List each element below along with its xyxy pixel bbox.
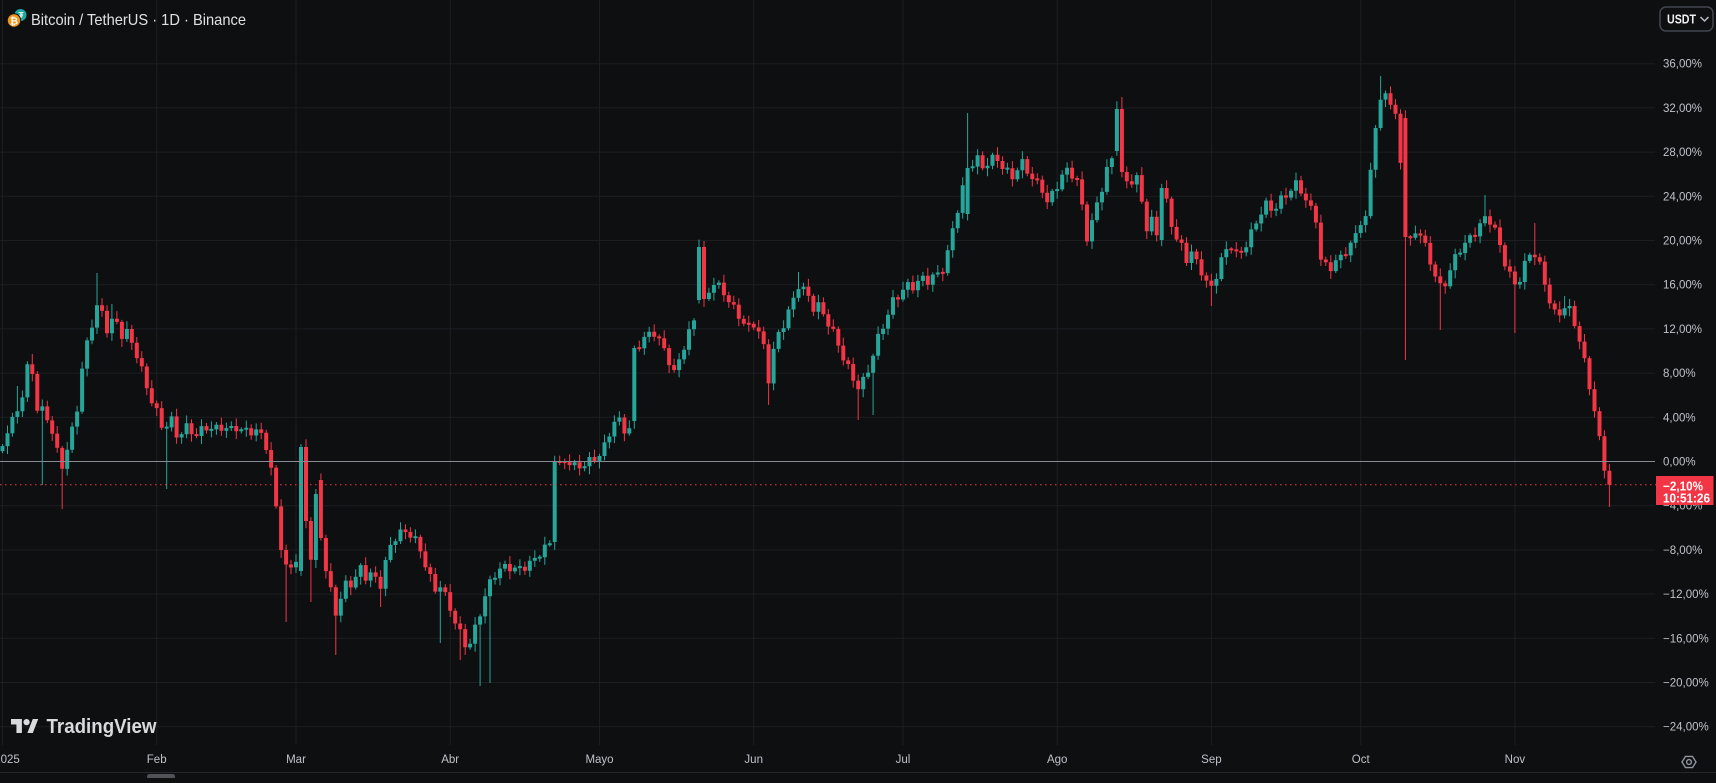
svg-text:Oct: Oct	[1352, 754, 1371, 766]
svg-text:₿: ₿	[10, 16, 18, 28]
svg-text:−8,00%: −8,00%	[1663, 545, 1702, 557]
svg-text:−16,00%: −16,00%	[1663, 633, 1709, 645]
svg-text:32,00%: 32,00%	[1663, 103, 1702, 115]
svg-text:Jun: Jun	[744, 754, 763, 766]
svg-text:20,00%: 20,00%	[1663, 236, 1702, 248]
svg-text:Abr: Abr	[441, 754, 459, 766]
svg-text:TradingView: TradingView	[47, 716, 157, 738]
svg-text:12,00%: 12,00%	[1663, 324, 1702, 336]
svg-text:Bitcoin / TetherUS · 1D · Bina: Bitcoin / TetherUS · 1D · Binance	[31, 12, 246, 29]
svg-text:−12,00%: −12,00%	[1663, 589, 1709, 601]
svg-text:Ago: Ago	[1047, 754, 1067, 766]
svg-text:10:51:26: 10:51:26	[1663, 492, 1710, 506]
svg-text:4,00%: 4,00%	[1663, 412, 1696, 424]
svg-text:Feb: Feb	[147, 754, 167, 766]
svg-text:24,00%: 24,00%	[1663, 191, 1702, 203]
svg-text:−2,10%: −2,10%	[1663, 480, 1703, 494]
svg-text:8,00%: 8,00%	[1663, 368, 1696, 380]
svg-text:Mar: Mar	[286, 754, 306, 766]
svg-text:Sep: Sep	[1201, 754, 1221, 766]
svg-text:0,00%: 0,00%	[1663, 457, 1696, 469]
svg-text:Jul: Jul	[896, 754, 911, 766]
svg-text:36,00%: 36,00%	[1663, 59, 1702, 71]
svg-text:₮: ₮	[18, 10, 24, 20]
svg-text:28,00%: 28,00%	[1663, 147, 1702, 159]
svg-text:16,00%: 16,00%	[1663, 280, 1702, 292]
svg-text:USDT: USDT	[1667, 13, 1696, 27]
svg-text:−24,00%: −24,00%	[1663, 722, 1709, 734]
svg-text:Nov: Nov	[1505, 754, 1526, 766]
svg-text:Mayo: Mayo	[585, 754, 613, 766]
svg-text:−20,00%: −20,00%	[1663, 678, 1709, 690]
svg-text:2025: 2025	[0, 754, 20, 766]
